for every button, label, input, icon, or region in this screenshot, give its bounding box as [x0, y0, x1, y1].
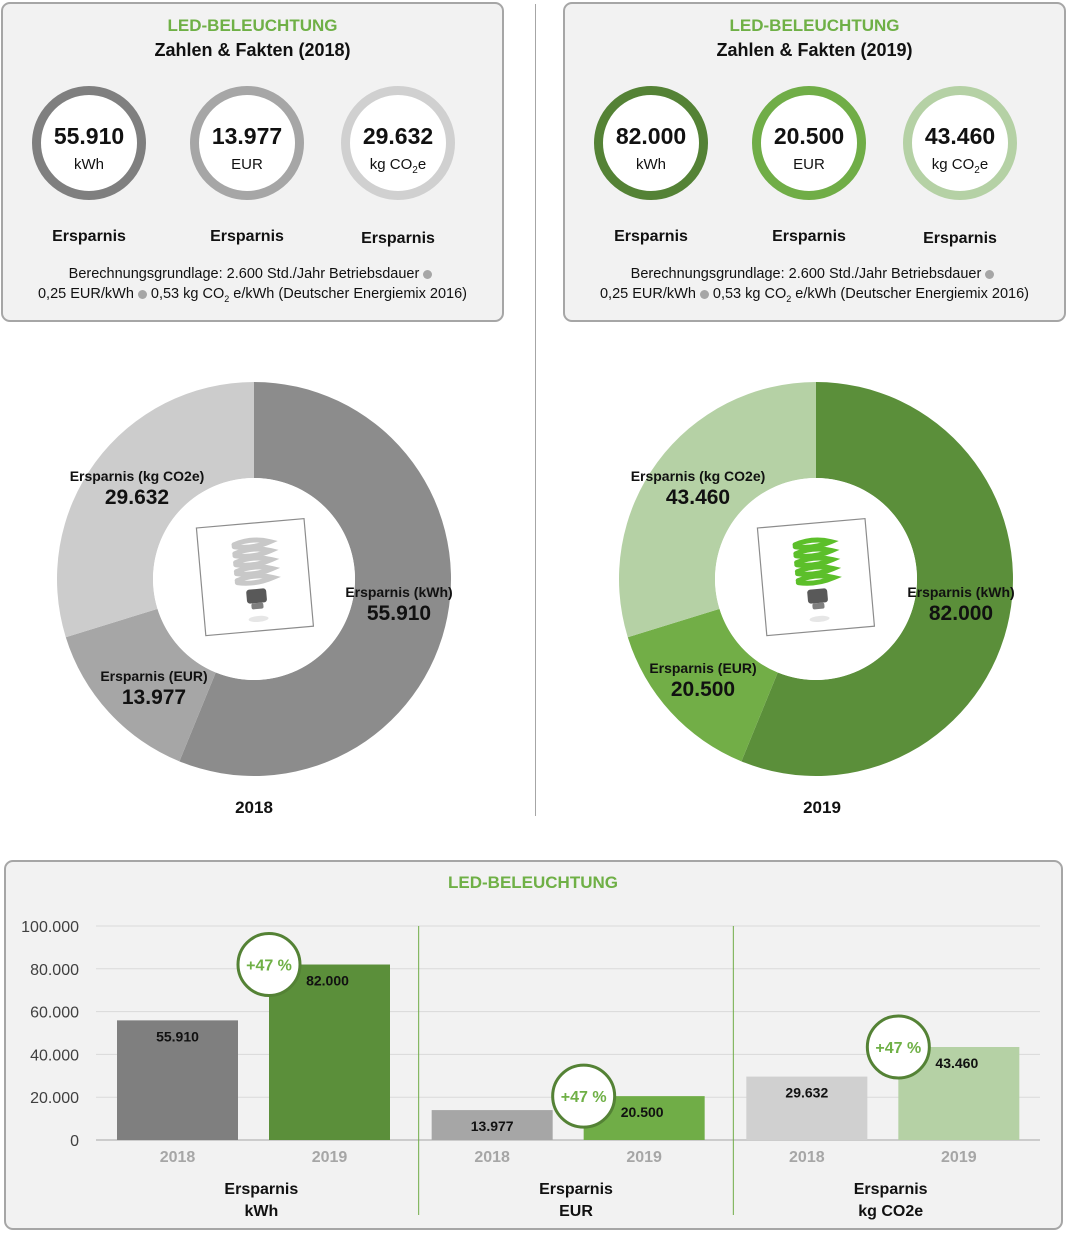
growth-badge-label: +47 %: [561, 1089, 607, 1106]
donut-slice: [627, 608, 778, 762]
x-tick-label: 2018: [474, 1149, 510, 1166]
ring-value: 13.977: [211, 123, 283, 149]
bar: [746, 1076, 868, 1140]
donut-slice: [179, 382, 452, 776]
bullet-dot: [137, 289, 147, 299]
y-tick-label: 100.000: [21, 919, 79, 936]
facts-title: LED-BELEUCHTUNG: [729, 16, 900, 35]
donut-label-eur: Ersparnis (EUR) 20.500: [649, 660, 757, 701]
donut-year-label: 2018: [235, 798, 273, 817]
x-tick-label: 2019: [626, 1149, 662, 1166]
growth-badge: [236, 932, 302, 998]
co2-ring: 43.460 kg CO2e: [903, 86, 1017, 200]
lightbulb-icon: [756, 517, 876, 637]
ring-caption: Ersparnis: [361, 230, 435, 247]
bar-chart-title: LED-BELEUCHTUNG: [448, 873, 618, 892]
bar-value-label: 82.000: [306, 973, 349, 989]
x-tick-label: 2018: [160, 1149, 196, 1166]
facts-subtitle: Zahlen & Fakten (2019): [716, 40, 913, 60]
growth-badge: [865, 1014, 931, 1080]
bar: [117, 1020, 238, 1140]
ring-unit: kg CO2e: [931, 156, 989, 176]
bar-chart: LED-BELEUCHTUNG 0 20.000 40.000 60.000 80.000…: [21, 873, 1040, 1220]
donut-label-kwh: Ersparnis (kWh) 55.910: [345, 584, 453, 625]
ring-value: 55.910: [53, 123, 125, 149]
donut-slice: [619, 382, 816, 638]
bullet-dot: [423, 269, 433, 279]
kwh-ring: 55.910 kWh: [32, 86, 146, 200]
bar: [431, 1110, 553, 1140]
calculation-basis: Berechnungsgrundlage: 2.600 Std./Jahr Be…: [37, 266, 467, 304]
calculation-basis: Berechnungsgrundlage: 2.600 Std./Jahr Be…: [599, 266, 1029, 304]
ring-caption: Ersparnis: [923, 230, 997, 247]
donut-label-co2: Ersparnis (kg CO2e) 29.632: [69, 468, 205, 509]
y-tick-label: 40.000: [30, 1047, 79, 1064]
bar-value-label: 43.460: [935, 1055, 978, 1071]
donut-slice: [65, 608, 216, 762]
group-unit-label: EUR: [559, 1203, 593, 1220]
ring-value: 43.460: [924, 123, 996, 149]
group-label: Ersparnis: [224, 1181, 298, 1198]
y-tick-label: 0: [70, 1133, 79, 1150]
facts-subtitle: Zahlen & Fakten (2018): [154, 40, 351, 60]
ring-unit: EUR: [793, 156, 825, 173]
ring-unit: kWh: [636, 156, 666, 173]
bar-value-label: 55.910: [156, 1028, 199, 1044]
co2-ring: 29.632 kg CO2e: [341, 86, 455, 200]
growth-badge: [551, 1063, 617, 1129]
ring-caption: Ersparnis: [52, 228, 126, 245]
ring-unit: kWh: [74, 156, 104, 173]
group-label: Ersparnis: [539, 1181, 613, 1198]
y-tick-label: 80.000: [30, 962, 79, 979]
donut-slice: [56, 382, 255, 638]
bar-value-label: 29.632: [785, 1085, 828, 1101]
bar-value-label: 20.500: [621, 1104, 664, 1120]
bullet-dot: [985, 269, 995, 279]
facts-card-2018: LED-BELEUCHTUNG Zahlen & Fakten (2018) 5…: [1, 2, 504, 322]
ring-unit: EUR: [231, 156, 263, 173]
donut-label-co2: Ersparnis (kg CO2e) 43.460: [630, 468, 766, 509]
donut-label-kwh: Ersparnis (kWh) 82.000: [907, 584, 1015, 625]
group-unit-label: kWh: [244, 1203, 278, 1220]
ring-unit: kg CO2e: [369, 156, 427, 176]
lightbulb-icon: [195, 517, 315, 637]
x-tick-label: 2019: [941, 1149, 977, 1166]
vertical-divider: [535, 4, 536, 816]
group-label: Ersparnis: [854, 1181, 928, 1198]
ring-value: 29.632: [362, 123, 434, 149]
kwh-ring: 82.000 kWh: [594, 86, 708, 200]
growth-badge-label: +47 %: [875, 1040, 921, 1057]
bullet-dot: [699, 289, 709, 299]
ring-caption: Ersparnis: [614, 228, 688, 245]
ring-caption: Ersparnis: [210, 228, 284, 245]
ring-value: 20.500: [773, 123, 845, 149]
ring-caption: Ersparnis: [772, 228, 846, 245]
bar-value-label: 13.977: [471, 1118, 514, 1134]
donut-slice: [741, 382, 1013, 776]
y-tick-label: 20.000: [30, 1090, 79, 1107]
donut-year-label: 2019: [803, 798, 841, 817]
eur-ring: 20.500 EUR: [752, 86, 866, 200]
bar: [269, 964, 390, 1140]
growth-badge-label: +47 %: [246, 958, 292, 975]
y-tick-label: 60.000: [30, 1005, 79, 1022]
eur-ring: 13.977 EUR: [190, 86, 304, 200]
facts-card-2019: LED-BELEUCHTUNG Zahlen & Fakten (2019) 8…: [563, 2, 1066, 322]
x-tick-label: 2018: [789, 1149, 825, 1166]
facts-title: LED-BELEUCHTUNG: [167, 16, 338, 35]
group-unit-label: kg CO2e: [858, 1203, 923, 1220]
ring-value: 82.000: [615, 123, 687, 149]
x-tick-label: 2019: [312, 1149, 348, 1166]
donut-label-eur: Ersparnis (EUR) 13.977: [100, 668, 208, 709]
